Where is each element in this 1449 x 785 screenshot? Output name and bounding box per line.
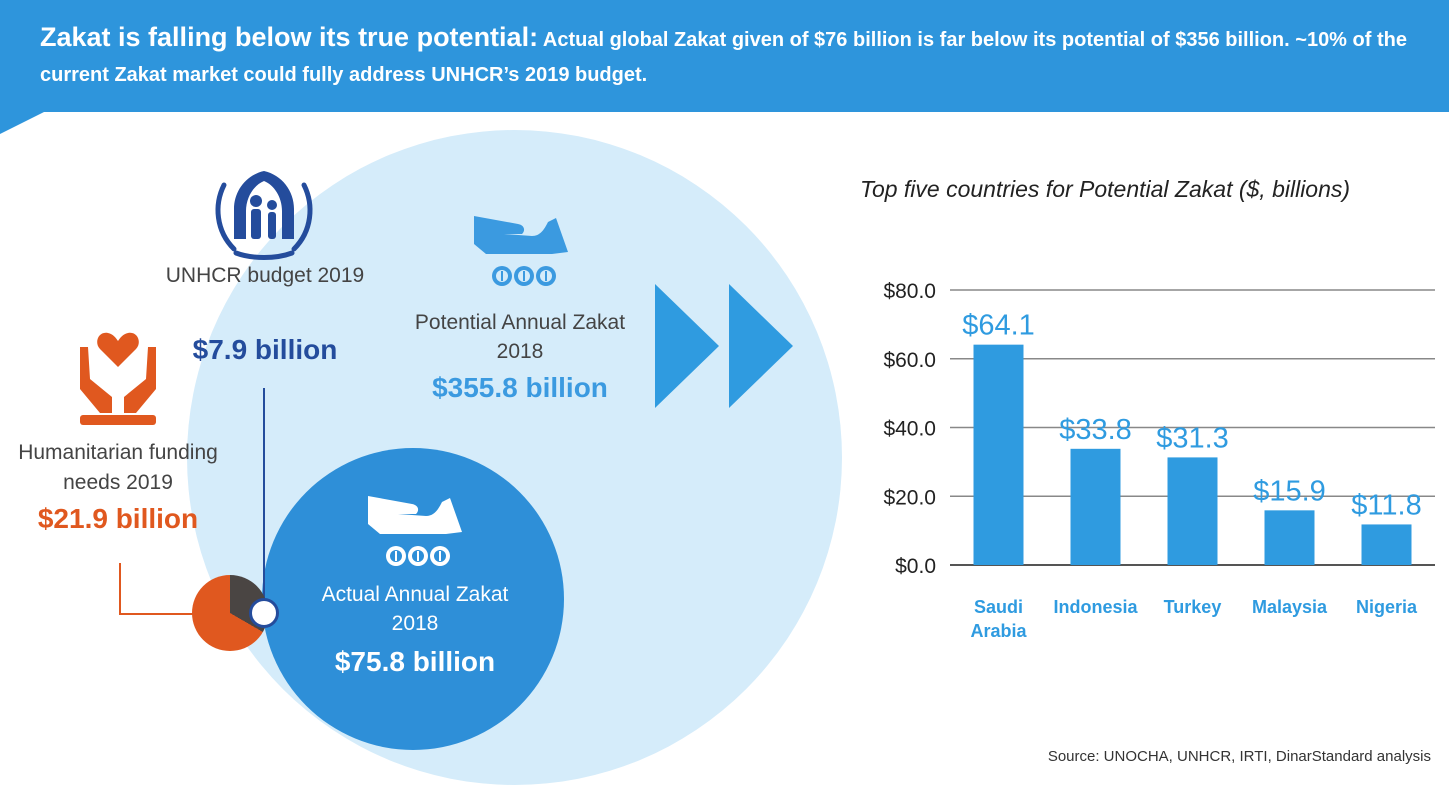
hand-coins-icon	[474, 216, 568, 286]
y-tick-label: $20.0	[883, 486, 936, 509]
data-label: $11.8	[1351, 489, 1421, 521]
unhcr-label: UNHCR budget 2019	[165, 264, 365, 287]
unhcr-circle	[249, 598, 279, 628]
x-tick-label: Arabia	[970, 621, 1027, 641]
y-tick-label: $80.0	[883, 280, 936, 303]
hands-heart-icon	[80, 332, 156, 425]
x-tick-label: Nigeria	[1356, 597, 1418, 617]
data-label: $64.1	[962, 310, 1035, 342]
actual-zakat-circle	[262, 448, 564, 750]
banner-tail	[0, 112, 44, 134]
x-tick-label: Malaysia	[1252, 597, 1328, 617]
actual-zakat-value: $75.8 billion	[334, 646, 496, 677]
unhcr-value: $7.9 billion	[192, 334, 338, 365]
y-tick-label: $0.0	[895, 555, 936, 578]
actual-zakat-label: Actual Annual Zakat 2018	[321, 583, 509, 635]
bar	[973, 344, 1024, 565]
bar	[1070, 448, 1121, 565]
chart-title: Top five countries for Potential Zakat (…	[860, 176, 1351, 202]
x-tick-label: Turkey	[1164, 597, 1222, 617]
y-tick-label: $60.0	[883, 349, 936, 372]
potential-zakat-label: Potential Annual Zakat 2018	[414, 311, 626, 363]
source-note: Source: UNOCHA, UNHCR, IRTI, DinarStanda…	[1047, 748, 1431, 765]
humanitarian-label: Humanitarian funding needs 2019	[18, 441, 218, 494]
humanitarian-connector-line	[119, 563, 121, 615]
data-label: $33.8	[1059, 414, 1132, 446]
unhcr-connector-line	[263, 388, 265, 601]
banner-headline: Zakat is falling below its true potentia…	[40, 22, 539, 52]
data-label: $31.3	[1156, 422, 1229, 454]
hand-coins-icon	[368, 496, 462, 566]
humanitarian-connector-line-h	[119, 613, 193, 615]
bar-chart: $80.0 $60.0 $40.0 $20.0 $0.0 $64.1 Saudi Arabia…	[883, 280, 1435, 641]
humanitarian-value: $21.9 billion	[37, 503, 199, 534]
bar	[1361, 524, 1412, 565]
x-tick-label: Saudi	[974, 597, 1023, 617]
bar	[1167, 457, 1218, 565]
unhcr-emblem-icon	[215, 171, 313, 260]
data-label: $15.9	[1253, 475, 1326, 507]
bar	[1264, 510, 1315, 565]
potential-zakat-value: $355.8 billion	[432, 372, 608, 403]
y-tick-label: $40.0	[883, 418, 936, 441]
headline-banner: Zakat is falling below its true potentia…	[0, 0, 1449, 112]
double-arrow-icon	[655, 284, 793, 408]
x-tick-label: Indonesia	[1053, 597, 1138, 617]
banner-body: Actual global Zakat given of $76 billion…	[40, 29, 1407, 86]
banner-text: Zakat is falling below its true potentia…	[40, 20, 1410, 93]
